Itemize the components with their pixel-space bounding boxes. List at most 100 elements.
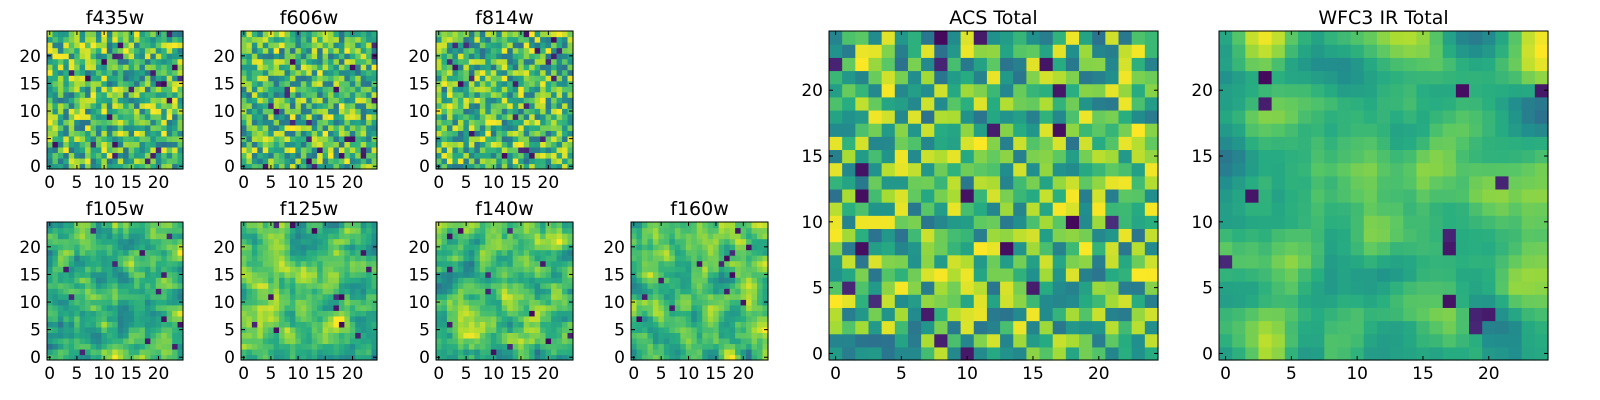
heatmap-cell: [556, 222, 563, 229]
heatmap-cell: [268, 86, 275, 93]
heatmap-cell: [674, 348, 681, 356]
heatmap-cell: [529, 227, 536, 234]
heatmap-cell: [496, 130, 503, 137]
heatmap-cell: [144, 288, 151, 295]
heatmap-cell: [57, 332, 64, 339]
heatmap-cell: [90, 244, 97, 251]
heatmap-cell: [251, 332, 258, 339]
heatmap-cell: [257, 141, 264, 148]
heatmap-cell: [490, 299, 497, 306]
heatmap-cell: [134, 238, 141, 245]
heatmap-cell: [452, 244, 459, 251]
heatmap-cell: [311, 293, 318, 300]
heatmap-cell: [490, 146, 497, 154]
heatmap-cell: [328, 260, 335, 267]
heatmap-cell: [322, 69, 329, 76]
heatmap-cell: [556, 304, 563, 311]
heatmap-cell: [881, 294, 896, 308]
heatmap-cell: [529, 141, 536, 148]
heatmap-cell: [47, 47, 54, 54]
heatmap-cell: [57, 326, 64, 333]
heatmap-cell: [63, 332, 70, 339]
heatmap-cell: [452, 31, 459, 38]
heatmap-cell: [441, 64, 448, 71]
heatmap-cell: [85, 227, 92, 234]
heatmap-cell: [702, 249, 709, 256]
heatmap-cell: [144, 124, 151, 131]
heatmap-cell: [696, 266, 703, 273]
heatmap-cell: [52, 304, 59, 311]
heatmap-cell: [74, 337, 81, 345]
heatmap-cell: [333, 108, 340, 115]
heatmap-cell: [457, 293, 464, 300]
heatmap-cell: [647, 326, 654, 333]
heatmap-cell: [284, 310, 291, 317]
heatmap-cell: [279, 58, 286, 65]
heatmap-cell: [567, 58, 574, 65]
heatmap-cell: [155, 53, 162, 60]
heatmap-cell: [556, 348, 563, 356]
heatmap-cell: [457, 310, 464, 317]
heatmap-cell: [144, 299, 151, 306]
heatmap-cell: [306, 321, 313, 328]
heatmap-cell: [177, 288, 184, 295]
heatmap-cell: [507, 238, 514, 245]
heatmap-cell: [1026, 175, 1041, 190]
heatmap-cell: [333, 69, 340, 76]
heatmap-cell: [663, 260, 670, 267]
heatmap-cell: [371, 337, 378, 345]
heatmap-cell: [112, 75, 119, 82]
heatmap-cell: [317, 348, 324, 356]
heatmap-cell: [360, 146, 367, 154]
heatmap-cell: [317, 255, 324, 262]
heatmap-cell: [457, 113, 464, 120]
heatmap-cell: [241, 238, 248, 245]
heatmap-cell: [63, 337, 70, 345]
heatmap-cell: [68, 42, 75, 49]
heatmap-cell: [311, 141, 318, 148]
heatmap-cell: [349, 91, 356, 98]
heatmap-cell: [702, 310, 709, 317]
heatmap-cell: [518, 146, 525, 154]
heatmap-cell: [95, 163, 102, 170]
heatmap-cell: [355, 315, 362, 322]
heatmap-cell: [355, 97, 362, 104]
heatmap-cell: [338, 53, 345, 60]
heatmap-cell: [117, 141, 124, 148]
heatmap-cell: [257, 304, 264, 311]
heatmap-cell: [1079, 307, 1093, 322]
heatmap-cell: [707, 244, 714, 251]
heatmap-cell: [696, 321, 703, 328]
heatmap-cell: [74, 102, 81, 109]
heatmap-cell: [52, 163, 59, 170]
heatmap-cell: [317, 299, 324, 306]
heatmap-cell: [562, 222, 569, 229]
heatmap-cell: [144, 227, 151, 234]
heatmap-cell: [485, 244, 492, 251]
heatmap-cell: [134, 321, 141, 328]
heatmap-cell: [112, 315, 119, 322]
heatmap-cell: [63, 163, 70, 170]
heatmap-cell: [47, 157, 54, 165]
y-tick-label: 20: [213, 238, 235, 258]
heatmap-cell: [172, 304, 179, 311]
heatmap-cell: [366, 343, 373, 350]
heatmap-cell: [868, 267, 883, 282]
heatmap-cell: [474, 321, 481, 328]
heatmap-cell: [496, 332, 503, 339]
heatmap-cell: [134, 288, 141, 295]
heatmap-cell: [468, 36, 475, 43]
heatmap-cell: [1013, 267, 1027, 282]
heatmap-cell: [1131, 281, 1146, 295]
heatmap-cell: [360, 271, 367, 278]
heatmap-cell: [479, 266, 486, 273]
heatmap-cell: [934, 202, 949, 216]
heatmap-cell: [79, 113, 86, 120]
heatmap-cell: [746, 337, 753, 345]
heatmap-cell: [355, 222, 362, 229]
heatmap-cell: [284, 130, 291, 137]
heatmap-cell: [366, 36, 373, 43]
heatmap-cell: [512, 31, 519, 38]
heatmap-cell: [567, 130, 574, 137]
heatmap-cell: [960, 215, 975, 229]
